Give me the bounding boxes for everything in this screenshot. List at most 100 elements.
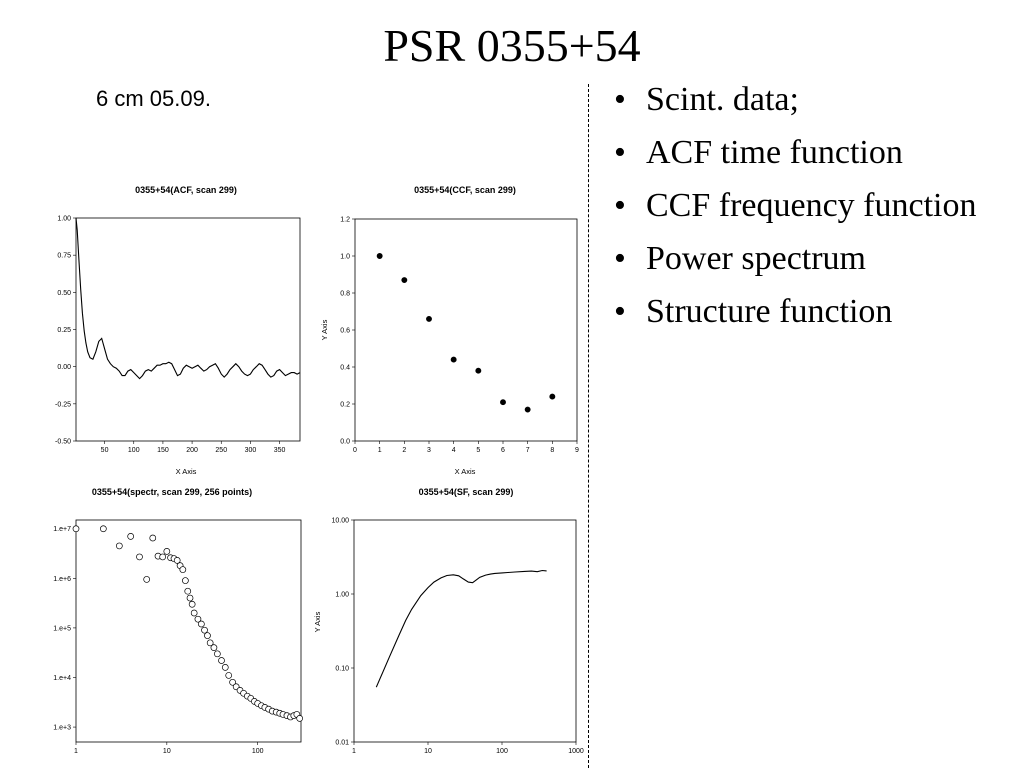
slide-title: PSR 0355+54 xyxy=(383,20,641,71)
data-point xyxy=(115,542,123,550)
bullet-item: ACF time function xyxy=(604,129,1014,177)
ccf-x-axis-label: X Axis xyxy=(455,467,476,476)
sf-chart: 0355+54(SF, scan 299) Y Axis 1 10 100 1000 0… xyxy=(313,487,584,755)
x-tick-label: 4 xyxy=(452,447,456,454)
x-tick-label: 100 xyxy=(496,748,508,755)
bullet-item: Scint. data; xyxy=(604,76,1014,124)
x-tick-label: 250 xyxy=(215,447,227,454)
data-point xyxy=(127,533,135,540)
x-tick-label: 1 xyxy=(378,447,382,454)
bullet-item: CCF frequency function xyxy=(604,182,1014,230)
bullet-list: Scint. data; ACF time function CCF frequ… xyxy=(604,76,1014,341)
data-point xyxy=(149,534,157,542)
x-tick-label: 9 xyxy=(575,447,579,454)
data-point xyxy=(182,577,189,584)
y-tick-label: 0.10 xyxy=(335,666,349,673)
data-point xyxy=(186,594,194,602)
x-tick-label: 8 xyxy=(550,447,554,454)
y-tick-label: -0.50 xyxy=(55,439,71,446)
x-tick-label: 2 xyxy=(402,447,406,454)
data-point xyxy=(72,525,80,533)
data-point xyxy=(184,587,192,595)
x-tick-label: 100 xyxy=(128,447,140,454)
y-tick-label: 1.2 xyxy=(340,217,350,224)
data-point xyxy=(206,639,214,647)
y-tick-label: 1.0 xyxy=(340,254,350,261)
vertical-dashed-divider xyxy=(588,84,589,768)
y-tick-label: 0.6 xyxy=(340,328,350,335)
data-point xyxy=(450,356,457,363)
data-point xyxy=(99,525,107,533)
series-line xyxy=(75,217,301,380)
y-tick-label: 0.0 xyxy=(340,439,350,446)
data-point xyxy=(204,632,211,639)
ccf-y-axis-label: Y Axis xyxy=(320,319,329,340)
y-tick-label: 1.e+7 xyxy=(53,526,71,533)
x-tick-label: 0 xyxy=(353,447,357,454)
data-point xyxy=(201,626,208,634)
acf-chart: 0355+54(ACF, scan 299) X Axis 50 100 150 20… xyxy=(55,185,301,476)
x-tick-label: 150 xyxy=(157,447,169,454)
x-tick-label: 6 xyxy=(501,447,505,454)
data-point xyxy=(159,553,167,561)
y-tick-label: -0.25 xyxy=(55,401,71,408)
ccf-chart-title: 0355+54(CCF, scan 299) xyxy=(414,185,516,195)
data-point xyxy=(296,714,304,722)
plot-frame xyxy=(75,519,302,743)
data-point xyxy=(524,406,531,413)
bullet-item: Structure function xyxy=(604,288,1014,336)
data-point xyxy=(136,553,143,561)
data-point xyxy=(210,644,218,651)
y-tick-label: 1.00 xyxy=(335,592,349,599)
x-tick-label: 50 xyxy=(101,447,109,454)
data-point xyxy=(143,576,151,583)
bullet-item: Power spectrum xyxy=(604,235,1014,283)
plot-frame xyxy=(75,217,301,442)
x-tick-label: 100 xyxy=(252,748,264,755)
x-tick-label: 10 xyxy=(424,748,432,755)
y-tick-label: 0.00 xyxy=(57,364,71,371)
data-point xyxy=(218,657,225,664)
series-line xyxy=(375,569,547,688)
y-tick-label: 0.75 xyxy=(57,253,71,260)
image-caption: 6 cm 05.09. xyxy=(96,86,211,111)
y-tick-label: 0.2 xyxy=(340,402,350,409)
data-point xyxy=(549,393,556,400)
x-tick-label: 300 xyxy=(245,447,257,454)
y-tick-label: 0.50 xyxy=(57,290,71,297)
y-tick-label: 10.00 xyxy=(331,518,349,525)
y-tick-label: 1.00 xyxy=(57,216,71,223)
sf-y-axis-label: Y Axis xyxy=(313,611,322,632)
x-tick-label: 200 xyxy=(186,447,198,454)
data-point xyxy=(221,664,229,671)
ccf-chart: 0355+54(CCF, scan 299) X Axis Y Axis 0 1 2… xyxy=(320,185,579,476)
plot-frame xyxy=(353,519,577,743)
data-point xyxy=(401,277,408,284)
plot-frame xyxy=(354,218,578,442)
acf-chart-title: 0355+54(ACF, scan 299) xyxy=(135,185,237,195)
spectrum-chart-title: 0355+54(spectr, scan 299, 256 points) xyxy=(92,487,252,497)
x-tick-label: 3 xyxy=(427,447,431,454)
data-point xyxy=(188,600,196,608)
data-point xyxy=(475,367,482,374)
x-tick-label: 5 xyxy=(476,447,480,454)
data-point xyxy=(376,253,383,259)
y-tick-label: 0.25 xyxy=(57,327,71,334)
data-point xyxy=(179,566,187,573)
data-point xyxy=(173,557,181,564)
x-tick-label: 10 xyxy=(163,748,171,755)
data-point xyxy=(190,609,198,617)
y-tick-label: 1.e+3 xyxy=(53,725,71,732)
data-point xyxy=(163,547,171,555)
data-point xyxy=(500,399,506,406)
data-point xyxy=(198,620,205,628)
y-tick-label: 0.01 xyxy=(335,740,349,747)
data-point xyxy=(194,615,202,623)
data-point xyxy=(214,650,221,658)
sf-chart-title: 0355+54(SF, scan 299) xyxy=(419,487,514,497)
data-point xyxy=(225,672,233,679)
data-point xyxy=(426,315,432,322)
y-tick-label: 0.8 xyxy=(340,291,350,298)
x-tick-label: 350 xyxy=(274,447,286,454)
x-tick-label: 1000 xyxy=(568,748,584,755)
